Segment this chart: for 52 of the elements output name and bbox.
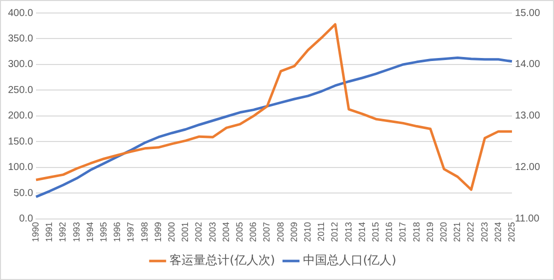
x-tick-label: 2016 [384, 222, 394, 242]
x-tick-label: 2001 [180, 222, 190, 242]
y-tick-label: 350.0 [8, 33, 34, 44]
x-tick-label: 2014 [356, 222, 367, 242]
x-tick-label: 1991 [44, 222, 54, 242]
x-tick-label: 2024 [492, 222, 503, 242]
y-tick-label: 200.0 [8, 110, 34, 122]
y2-tick-label: 11.00 [514, 214, 540, 225]
x-tick-label: 2015 [370, 222, 380, 242]
y-tick-label: 250.0 [8, 84, 34, 96]
x-tick-label: 2011 [316, 222, 326, 242]
x-tick-label: 1992 [58, 222, 68, 242]
x-tick-label: 2000 [166, 222, 176, 242]
x-tick-label: 2012 [330, 222, 340, 242]
y-tick-label: 400.0 [8, 8, 34, 19]
x-tick-label: 2020 [438, 222, 448, 242]
y2-tick-label: 15.00 [514, 8, 540, 19]
y-tick-label: 150.0 [8, 136, 34, 148]
x-tick-label: 2007 [262, 222, 272, 242]
x-tick-label: 2022 [466, 222, 476, 242]
x-tick-label: 1999 [152, 222, 163, 242]
x-tick-label: 1994 [84, 222, 95, 242]
y2-tick-label: 14.00 [514, 59, 540, 70]
x-tick-label: 2004 [220, 222, 231, 242]
y-tick-label: 300.0 [8, 59, 34, 70]
x-tick-label: 2021 [452, 222, 462, 242]
x-tick-label: 1993 [71, 222, 82, 242]
x-tick-label: 1990 [30, 222, 41, 242]
x-tick-label: 1996 [112, 222, 122, 242]
x-tick-label: 2003 [207, 222, 218, 242]
y2-tick-label: 13.00 [514, 110, 540, 122]
x-tick-label: 2017 [398, 222, 408, 242]
x-tick-label: 2008 [275, 222, 286, 242]
y-tick-label: 50.0 [14, 188, 34, 199]
x-tick-label: 1997 [126, 222, 136, 242]
x-tick-label: 2018 [411, 222, 422, 242]
x-tick-label: 2019 [424, 222, 435, 242]
x-tick-label: 2025 [506, 222, 516, 242]
x-tick-label: 2013 [343, 222, 354, 242]
x-tick-label: 1998 [139, 222, 150, 242]
y2-tick-label: 12.00 [514, 162, 540, 174]
legend-label: 中国总人口(亿人) [303, 253, 396, 268]
x-tick-label: 2002 [194, 222, 204, 242]
x-tick-label: 1995 [98, 222, 108, 242]
y-tick-label: 100.0 [8, 162, 34, 174]
x-tick-label: 2010 [302, 222, 312, 242]
legend-label: 客运量总计(亿人次) [170, 253, 276, 268]
x-tick-label: 2005 [234, 222, 244, 242]
x-tick-label: 2023 [479, 222, 490, 242]
x-tick-label: 2009 [288, 222, 299, 242]
y-tick-label: 0.0 [19, 214, 34, 225]
x-tick-label: 2006 [248, 222, 258, 242]
